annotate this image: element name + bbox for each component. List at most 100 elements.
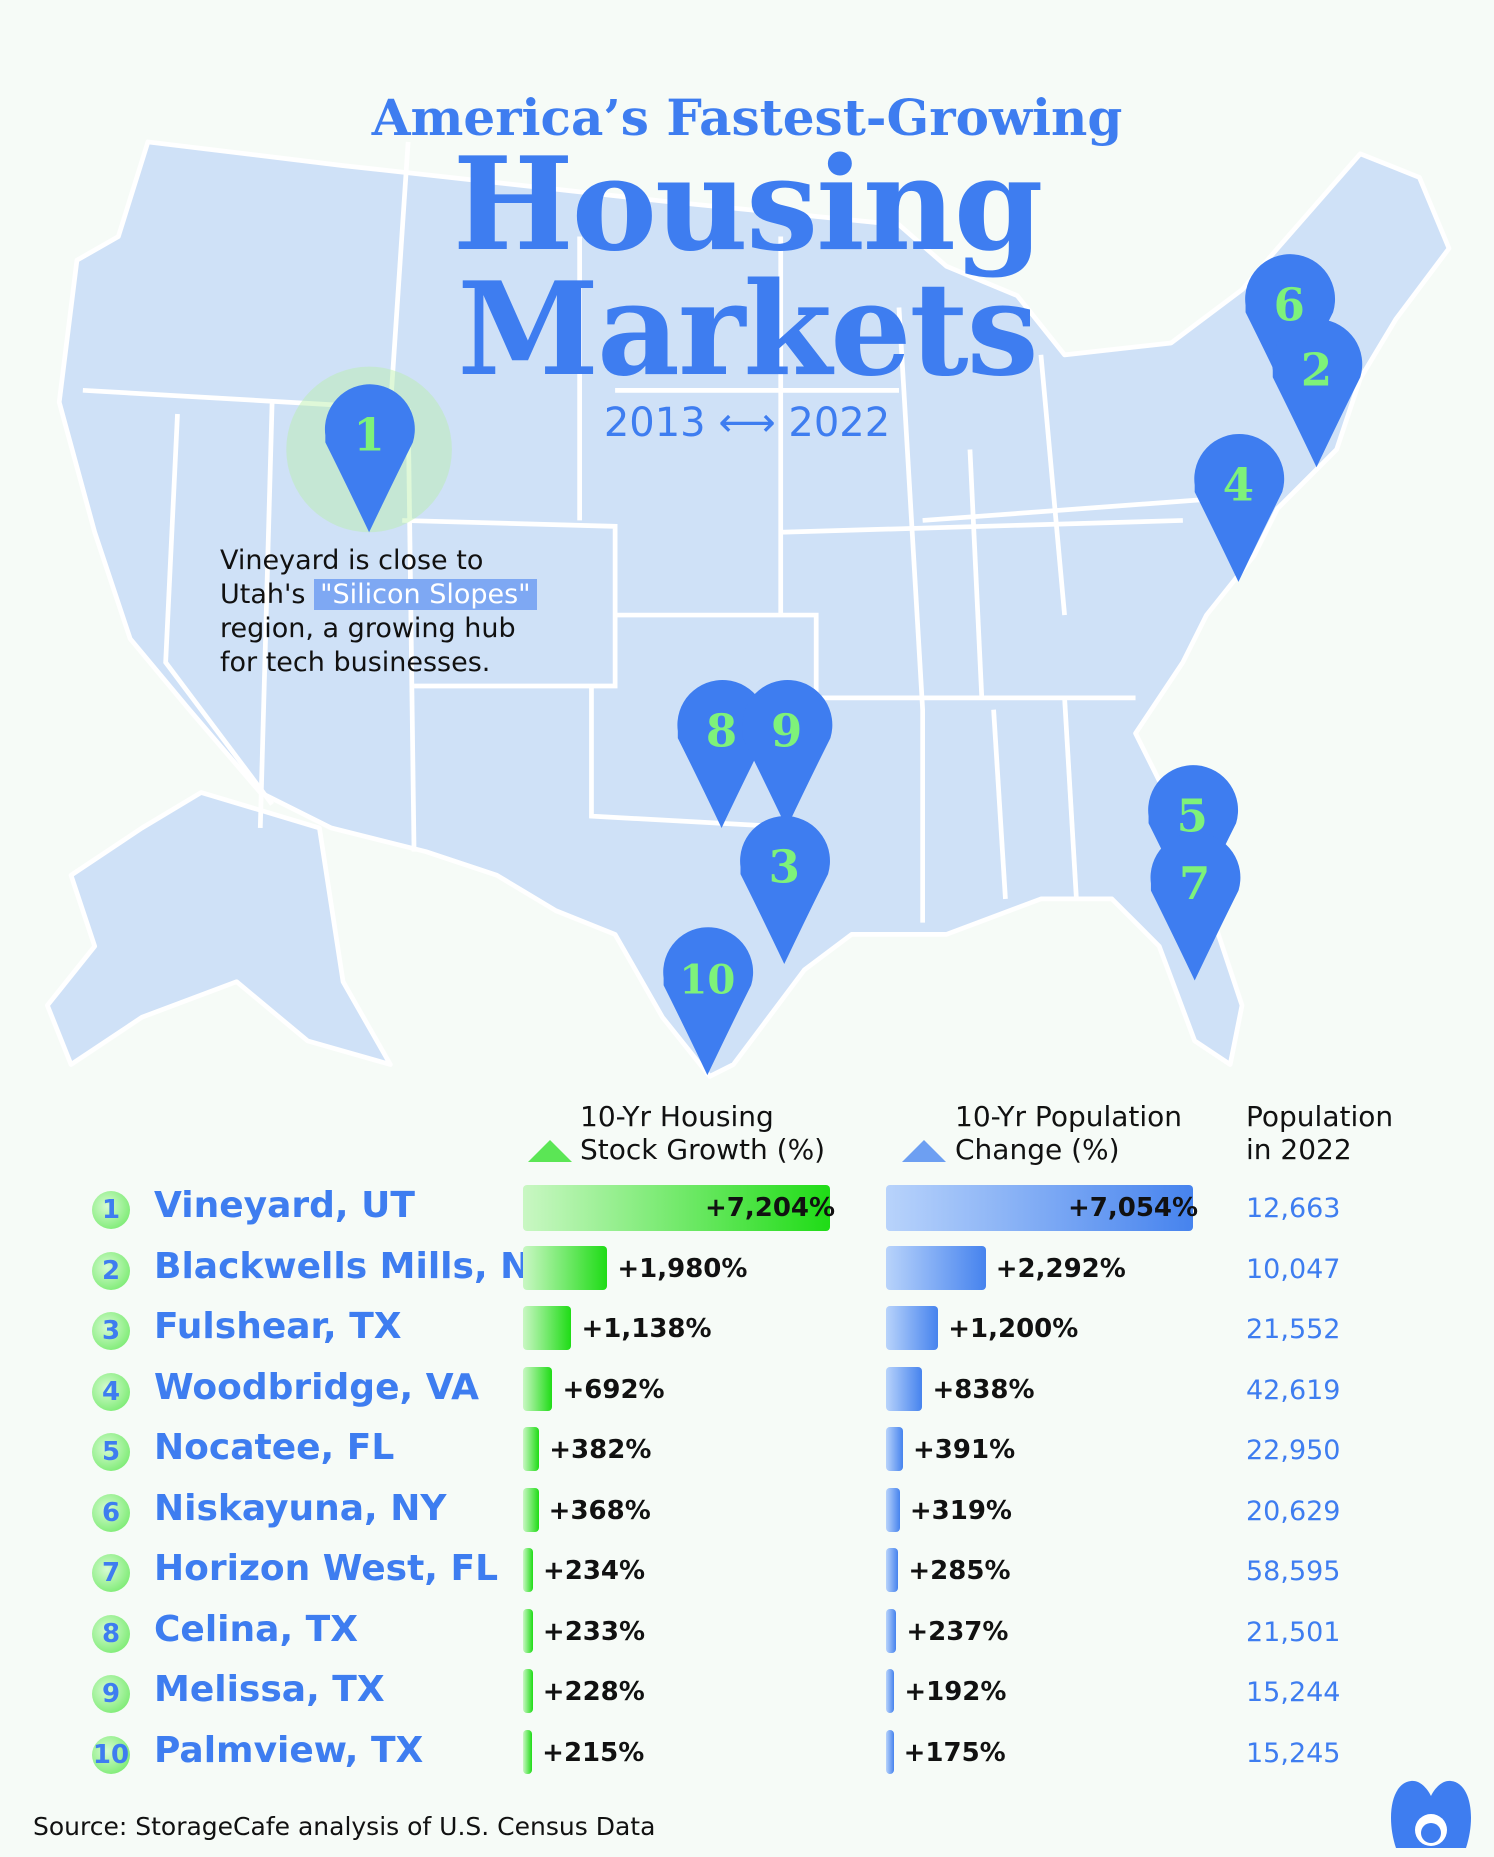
- pin-number: 2: [1301, 344, 1332, 397]
- rank-badge: 4: [92, 1372, 130, 1411]
- population-change-bar: [886, 1366, 923, 1411]
- table-row: 4 Woodbridge, VA +692% +838% 42,619: [0, 1365, 1494, 1425]
- pin-marker-icon: [1272, 319, 1363, 468]
- city-name: Fulshear, TX: [154, 1306, 402, 1347]
- map-pin-4[interactable]: 4: [1194, 433, 1285, 582]
- header-housing: 10-Yr Housing Stock Growth (%): [580, 1100, 826, 1166]
- population-2022: 15,245: [1246, 1737, 1341, 1769]
- rank-badge: 9: [92, 1675, 130, 1713]
- pin-number: 4: [1223, 458, 1254, 511]
- population-change-label: +838%: [932, 1374, 1035, 1405]
- pin-marker-icon: [1194, 433, 1285, 582]
- population-2022: 22,950: [1246, 1435, 1341, 1466]
- housing-growth-label: +1,138%: [581, 1314, 712, 1344]
- map-pin-2[interactable]: 2: [1272, 319, 1363, 468]
- housing-growth-label: +7,204%: [705, 1193, 836, 1223]
- header-population: Population in 2022: [1246, 1100, 1394, 1166]
- map-pin-6[interactable]: 6: [1245, 254, 1336, 403]
- pin-number: 6: [1274, 279, 1305, 332]
- rank-badge: 3: [92, 1312, 130, 1350]
- population-change-bar: [886, 1669, 895, 1713]
- housing-growth-bar: [523, 1306, 572, 1350]
- population-change-bar: [886, 1548, 899, 1592]
- pin-number: 7: [1179, 857, 1210, 910]
- population-change-bar: [886, 1608, 897, 1653]
- pin-number: 1: [353, 409, 384, 462]
- housing-growth-label: +233%: [542, 1616, 646, 1647]
- population-change-bar: [886, 1245, 986, 1290]
- city-name: Celina, TX: [154, 1608, 358, 1650]
- housing-growth-label: +234%: [542, 1556, 646, 1586]
- city-name: Nocatee, FL: [154, 1427, 395, 1468]
- pin-marker-icon: [663, 927, 754, 1076]
- city-name: Vineyard, UT: [154, 1185, 415, 1226]
- map-pin-7[interactable]: 7: [1150, 832, 1241, 981]
- rank-badge: 10: [92, 1735, 130, 1774]
- city-name: Horizon West, FL: [154, 1548, 499, 1589]
- rank-badge: 8: [92, 1614, 130, 1653]
- population-2022: 12,663: [1246, 1193, 1341, 1224]
- table-row: 10 Palmview, TX +215% +175% 15,245: [0, 1728, 1494, 1788]
- map-pin-1[interactable]: 1: [324, 384, 415, 533]
- title-line-2: Markets: [457, 255, 1038, 405]
- table-row: 6 Niskayuna, NY +368% +319% 20,629: [0, 1486, 1494, 1546]
- city-name: Blackwells Mills, NJ: [154, 1245, 544, 1287]
- population-2022: 10,047: [1246, 1253, 1341, 1285]
- housing-growth-bar: [523, 1245, 608, 1290]
- population-2022: 21,501: [1246, 1616, 1341, 1648]
- housing-growth-label: +382%: [549, 1435, 652, 1465]
- pin-number: 8: [706, 704, 737, 757]
- header-population-change: 10-Yr Population Change (%): [955, 1100, 1183, 1166]
- rank-badge: 7: [92, 1554, 130, 1592]
- population-change-label: +237%: [906, 1616, 1009, 1647]
- population-2022: 15,244: [1246, 1677, 1341, 1708]
- pin-number: 3: [769, 840, 800, 893]
- population-2022: 20,629: [1246, 1495, 1341, 1527]
- rank-badge: 6: [92, 1493, 130, 1532]
- alaska-shape: [45, 790, 393, 1067]
- population-change-label: +2,292%: [995, 1253, 1126, 1284]
- housing-growth-label: +228%: [542, 1677, 645, 1707]
- title-kicker: America’s Fastest-Growing: [371, 88, 1123, 147]
- pin-number: 10: [679, 957, 735, 1004]
- population-change-bar: [886, 1185, 1193, 1231]
- pin-marker-icon: [742, 679, 833, 828]
- housing-growth-label: +215%: [542, 1737, 645, 1768]
- brand-logo-icon: [1391, 1780, 1471, 1848]
- population-2022: 42,619: [1246, 1374, 1341, 1406]
- city-name: Niskayuna, NY: [154, 1487, 447, 1529]
- pin-number: 9: [771, 704, 802, 757]
- year-range: 2013 ⟷ 2022: [603, 400, 891, 446]
- population-change-label: +319%: [909, 1495, 1012, 1526]
- table-row: 5 Nocatee, FL +382% +391% 22,950: [0, 1425, 1494, 1485]
- housing-growth-bar: [523, 1427, 540, 1471]
- table-row: 7 Horizon West, FL +234% +285% 58,595: [0, 1546, 1494, 1606]
- vineyard-annotation: Vineyard is close to Utah's "Silicon Slo…: [220, 544, 560, 680]
- map-pin-10[interactable]: 10: [663, 927, 754, 1076]
- housing-growth-bar: [523, 1487, 539, 1532]
- map-pin-3[interactable]: 3: [740, 816, 830, 964]
- housing-growth-label: +368%: [548, 1495, 651, 1526]
- population-2022: 58,595: [1246, 1556, 1341, 1587]
- title-line-1: Housing: [452, 130, 1044, 280]
- contiguous-us-shape: [56, 139, 1452, 1079]
- housing-growth-label: +1,980%: [617, 1253, 748, 1284]
- source-note: Source: StorageCafe analysis of U.S. Cen…: [33, 1812, 656, 1841]
- population-change-label: +285%: [908, 1556, 1011, 1586]
- population-change-label: +192%: [904, 1677, 1007, 1707]
- map-pin-9[interactable]: 9: [742, 679, 833, 828]
- housing-growth-bar: [523, 1548, 533, 1592]
- population-change-bar: [886, 1427, 904, 1471]
- population-change-bar: [886, 1487, 900, 1532]
- population-change-label: +1,200%: [948, 1314, 1079, 1344]
- housing-growth-label: +692%: [562, 1374, 665, 1405]
- population-change-bar: [886, 1306, 939, 1350]
- housing-triangle-icon: [528, 1140, 572, 1162]
- rank-badge: 2: [92, 1251, 130, 1290]
- pin-marker-icon: [740, 816, 830, 964]
- city-name: Woodbridge, VA: [154, 1366, 479, 1408]
- rank-badge: 1: [92, 1191, 130, 1229]
- city-name: Melissa, TX: [154, 1669, 385, 1710]
- table-row: 9 Melissa, TX +228% +192% 15,244: [0, 1667, 1494, 1727]
